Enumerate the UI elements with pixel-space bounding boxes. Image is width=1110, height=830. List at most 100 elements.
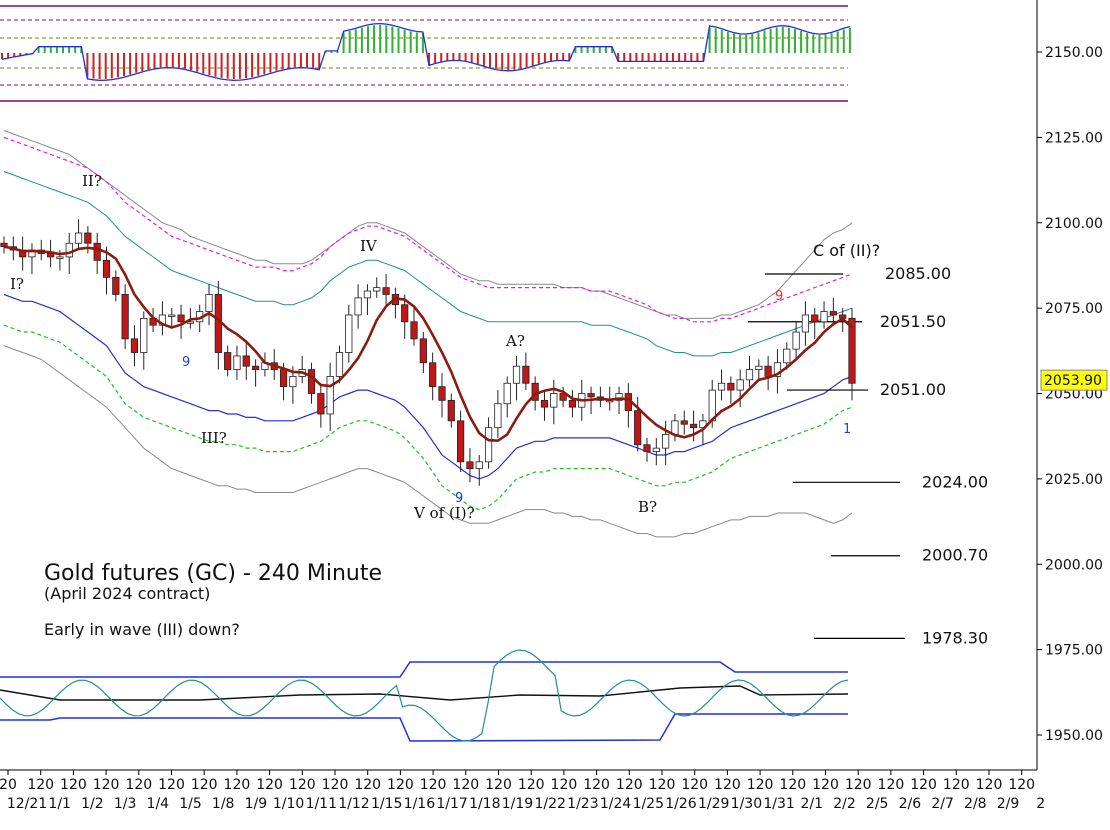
time-date-label: 2/1	[801, 796, 824, 812]
time-bar-label: 120	[976, 777, 1003, 793]
time-bar-label: 20	[0, 777, 17, 793]
down-candle	[466, 461, 474, 470]
up-candle	[652, 447, 660, 452]
time-bar-label: 120	[256, 777, 283, 793]
price-axis[interactable]: 2150.002125.002100.002075.002050.002025.…	[1036, 0, 1108, 770]
up-candle	[503, 382, 511, 405]
down-candle	[410, 321, 418, 340]
up-candle	[783, 348, 791, 364]
up-candle	[792, 331, 800, 350]
time-bar-label: 120	[714, 777, 741, 793]
down-candle	[522, 365, 530, 384]
osc-signal-line	[1, 22, 851, 81]
up-candle	[755, 365, 763, 370]
level-label: 1978.30	[922, 628, 988, 647]
time-bar-label: 120	[289, 777, 316, 793]
time-date-label: 2/7	[931, 796, 954, 812]
up-candle	[550, 393, 558, 408]
up-candle	[56, 256, 64, 259]
down-candle	[587, 393, 595, 398]
time-date-label: 1/24	[600, 796, 632, 812]
time-date-label: 1/25	[633, 796, 664, 812]
up-candle	[745, 369, 754, 381]
time-bar-label: 120	[60, 777, 87, 793]
down-candle	[224, 352, 232, 370]
level-label: 2024.00	[922, 472, 988, 491]
chart-subtitle: (April 2024 contract)	[44, 584, 210, 603]
time-bar-label: 120	[779, 777, 806, 793]
time-bar-label: 120	[943, 777, 970, 793]
time-bar-label: 120	[910, 777, 937, 793]
up-candle	[345, 314, 353, 353]
time-bar-label: 120	[649, 777, 676, 793]
wave-label: I?	[10, 275, 24, 293]
time-bar-label: 120	[420, 777, 447, 793]
wave-label: II?	[82, 172, 102, 190]
level-label: 2051.00	[880, 380, 946, 399]
down-candle	[689, 423, 698, 429]
time-date-label: 2/6	[899, 796, 922, 812]
up-candle	[65, 242, 73, 258]
wave-label: B?	[638, 498, 657, 516]
up-candle	[484, 427, 493, 463]
down-candle	[130, 338, 139, 353]
count-label: 9	[775, 289, 783, 304]
price-tick-label: 2000.00	[1045, 557, 1103, 573]
envelope-bands	[3, 130, 853, 538]
down-candle	[112, 276, 120, 295]
price-tick-label: 2150.00	[1045, 45, 1103, 61]
time-date-label: 2/8	[964, 796, 987, 812]
down-candle	[0, 242, 8, 248]
down-candle	[307, 369, 316, 394]
down-candle	[447, 399, 455, 422]
price-level-lines: 2085.00 2051.50 2051.00 2024.00 2000.70 1978.…	[748, 264, 988, 647]
last-price-label: 2053.90	[1044, 373, 1102, 389]
time-date-label: 12/21	[7, 796, 47, 812]
count-label: 1	[843, 422, 851, 437]
up-candle	[140, 317, 148, 353]
down-candle	[121, 294, 129, 340]
up-candle	[74, 232, 83, 244]
chart-note: Early in wave (III) down?	[44, 620, 240, 639]
up-candle	[801, 314, 810, 333]
outer-lower-band	[3, 345, 853, 538]
up-candle	[354, 297, 362, 316]
time-bar-label: 120	[354, 777, 381, 793]
down-candle	[848, 317, 856, 384]
down-candle	[419, 338, 427, 364]
time-bar-label: 120	[452, 777, 479, 793]
down-candle	[829, 311, 837, 316]
time-axis[interactable]: 20 120 120 120 120 120 120 120 120 120 120 120 120 12…	[0, 769, 1045, 812]
time-date-label: 2/2	[833, 796, 856, 812]
time-date-label: 1/5	[179, 796, 202, 812]
down-candle	[540, 399, 549, 408]
time-date-label: 1/16	[404, 796, 436, 812]
last-price-box	[1040, 369, 1108, 391]
time-date-label: 1/11	[306, 796, 337, 812]
time-date-label: 1/26	[665, 796, 697, 812]
time-bar-label: 120	[878, 777, 905, 793]
time-bar-label: 120	[93, 777, 120, 793]
time-date-label: 1/22	[534, 796, 565, 812]
time-bar-label: 120	[518, 777, 545, 793]
bottom-lower-envelope	[0, 713, 848, 742]
candlestick-series	[0, 219, 856, 486]
down-candle	[643, 444, 651, 452]
down-candle	[457, 420, 465, 463]
price-tick-label: 1975.00	[1045, 643, 1103, 659]
time-bar-label: 120	[845, 777, 872, 793]
up-candle	[326, 376, 334, 415]
time-bar-label: 120	[1008, 777, 1035, 793]
time-date-label: 1/2	[81, 796, 104, 812]
down-candle	[680, 420, 688, 425]
up-candle	[773, 362, 782, 377]
chart-title: Gold futures (GC) - 240 Minute	[44, 561, 382, 586]
wave-label: V of (I)?	[413, 504, 475, 522]
up-candle	[615, 393, 623, 401]
down-candle	[252, 365, 260, 370]
bottom-center-line	[0, 685, 849, 701]
chart-titles: Gold futures (GC) - 240 Minute (April 20…	[44, 561, 382, 639]
up-candle	[233, 355, 241, 370]
